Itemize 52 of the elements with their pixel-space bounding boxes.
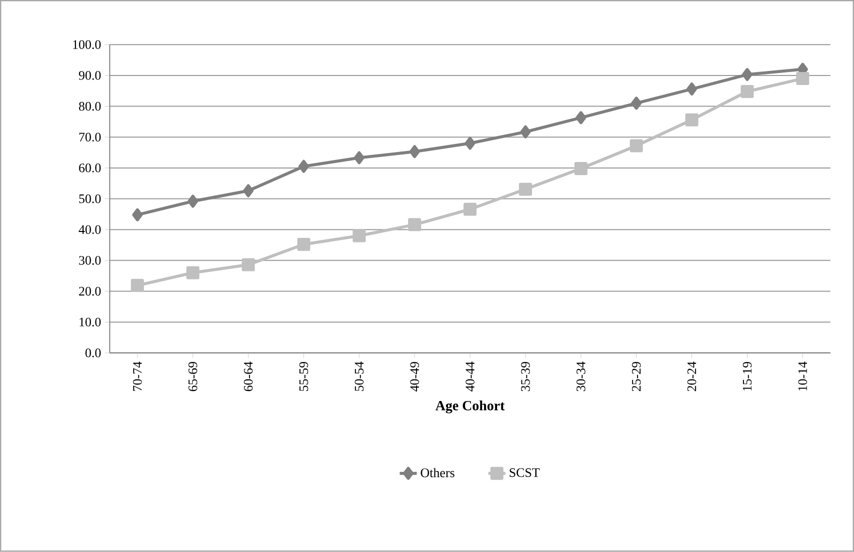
point <box>408 218 422 232</box>
x-axis-title: Age Cohort <box>435 400 505 414</box>
point <box>354 151 364 164</box>
point <box>132 208 143 222</box>
y-tick-label: 20.0 <box>79 287 101 296</box>
point <box>740 85 754 98</box>
y-tick-label: 0.0 <box>85 348 101 358</box>
x-tick-label: 40-44 <box>466 362 474 392</box>
point <box>242 258 255 272</box>
y-tick-label: 100.0 <box>73 40 101 50</box>
x-tick-label: 65-69 <box>188 362 198 392</box>
point <box>574 162 588 176</box>
point <box>686 82 698 96</box>
point <box>352 229 366 242</box>
point <box>796 72 810 86</box>
point <box>243 184 254 198</box>
point <box>464 202 477 216</box>
y-tick-label: 40.0 <box>78 225 101 234</box>
x-tick-label: 10-14 <box>798 362 808 391</box>
x-tick-label: 30-34 <box>576 362 586 392</box>
point <box>186 266 200 280</box>
legend-label: Others <box>420 468 454 478</box>
point <box>742 68 752 82</box>
x-tick-label: 35-39 <box>521 362 530 392</box>
y-tick-label: 60.0 <box>79 164 101 172</box>
point <box>409 145 420 158</box>
point <box>685 113 698 126</box>
point <box>297 238 310 252</box>
x-tick-label: 25-29 <box>632 362 641 392</box>
x-tick-label: 60-64 <box>244 362 253 392</box>
y-tick-label: 10.0 <box>80 318 101 327</box>
y-tick-label: 30.0 <box>79 256 101 265</box>
point <box>520 126 531 139</box>
point <box>298 160 309 174</box>
y-tick-label: 90.0 <box>78 71 101 80</box>
point <box>188 194 198 208</box>
x-tick-label: 15-19 <box>742 362 752 391</box>
point <box>130 279 144 292</box>
x-tick-label: 70-74 <box>133 362 142 391</box>
point <box>464 136 476 150</box>
x-tick-label: 50-54 <box>354 362 364 392</box>
point <box>631 96 642 110</box>
point <box>630 139 643 152</box>
x-tick-label: 40-49 <box>410 362 419 392</box>
y-tick-label: 70.0 <box>79 132 101 142</box>
x-tick-label: 20-24 <box>687 362 696 392</box>
point <box>576 111 586 124</box>
x-tick-label: 55-59 <box>299 362 308 392</box>
y-tick-label: 50.0 <box>79 194 101 204</box>
legend-label: SCST <box>510 468 540 478</box>
point <box>518 182 532 196</box>
y-tick-label: 80.0 <box>79 102 101 111</box>
